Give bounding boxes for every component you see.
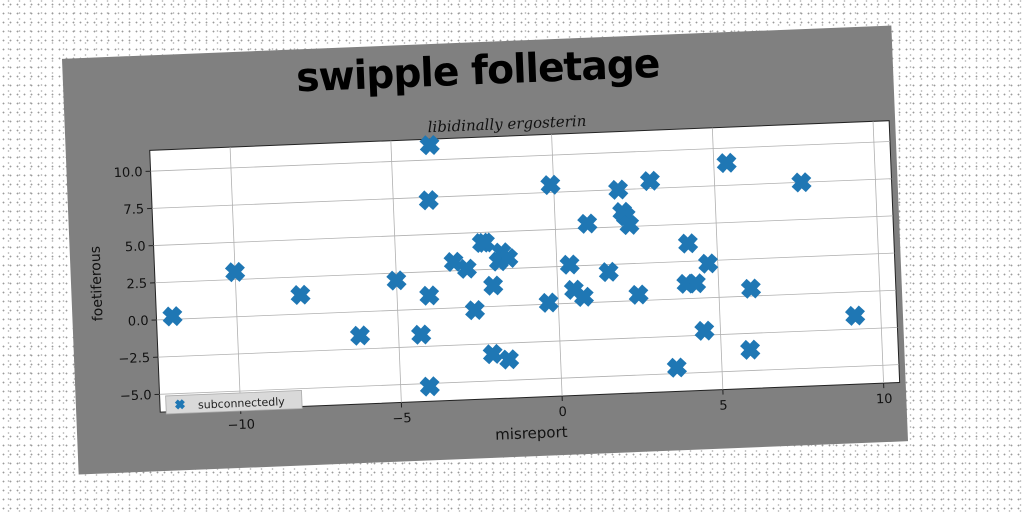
y-tick-label: 10.0 (113, 165, 143, 181)
x-tick-label: 10 (876, 392, 893, 408)
data-point (573, 286, 595, 308)
data-point (498, 248, 519, 269)
legend: subconnectedly (165, 390, 303, 415)
data-point (418, 190, 439, 211)
data-point (290, 284, 311, 305)
data-point (386, 270, 407, 291)
data-point (498, 349, 520, 370)
y-tick-label: −5.0 (120, 388, 152, 404)
legend-label: subconnectedly (198, 395, 286, 411)
grid-lines (150, 121, 899, 409)
data-point (577, 213, 598, 234)
data-point (419, 376, 440, 397)
y-grid-line (156, 289, 896, 321)
data-markers (162, 134, 866, 397)
data-point (540, 174, 561, 196)
data-point (685, 273, 707, 294)
data-point (697, 253, 719, 274)
data-point (419, 285, 440, 306)
y-tick-label: 0.0 (128, 314, 149, 330)
data-point (483, 275, 504, 296)
data-point (844, 305, 866, 326)
y-grid-line (152, 178, 892, 209)
y-tick-label: 7.5 (123, 202, 144, 218)
x-axis-label: misreport (495, 423, 568, 444)
data-point (410, 324, 432, 345)
data-point (224, 261, 246, 283)
data-point (628, 284, 649, 305)
data-point (559, 254, 580, 275)
axis-ticks: −10 −5 0 5 10 −5.0 −2.5 0.0 2.5 5.0 7.5 10.0 (113, 165, 893, 433)
y-tick-label: 5.0 (125, 239, 146, 255)
data-point (694, 320, 715, 341)
legend-marker (174, 399, 186, 410)
data-point (639, 170, 661, 192)
data-point (740, 278, 762, 299)
x-tick-label: 0 (558, 405, 567, 420)
y-tick-label: −2.5 (118, 351, 150, 367)
data-point (598, 261, 619, 283)
data-point (538, 292, 559, 313)
figure-canvas: swipple folletage libidinally ergosterin… (61, 25, 909, 475)
data-point (791, 172, 812, 193)
x-grid-line (872, 121, 884, 384)
plot-area (149, 120, 901, 413)
x-grid-line (711, 127, 724, 390)
data-point (677, 233, 699, 254)
data-point (482, 343, 503, 365)
axes-subtitle: libidinally ergosterin (427, 112, 586, 136)
data-point (619, 214, 640, 236)
data-point (740, 339, 761, 360)
y-grid-line (158, 327, 898, 358)
y-grid-line (153, 215, 893, 246)
y-grid-line (150, 141, 890, 172)
y-tick-label: 2.5 (126, 277, 147, 293)
y-grid-line (155, 252, 895, 284)
x-tick-label: −5 (392, 411, 412, 427)
data-point (666, 357, 688, 378)
x-grid-line (390, 140, 402, 403)
data-point (608, 179, 629, 200)
data-point (716, 152, 737, 174)
y-grid-line (159, 364, 899, 395)
data-point (474, 232, 496, 253)
data-point (464, 300, 486, 321)
x-tick-label: −10 (227, 417, 255, 433)
scatter-plot: libidinally ergosterin −10 −5 0 5 10 −5.0 −2.5… (88, 112, 901, 444)
y-axis-label: foetiferous (88, 246, 107, 322)
x-tick-label: 5 (719, 398, 728, 413)
data-point (419, 134, 440, 156)
data-point (456, 258, 477, 279)
data-point (349, 325, 371, 346)
data-point (162, 306, 183, 327)
legend-box (165, 390, 303, 415)
